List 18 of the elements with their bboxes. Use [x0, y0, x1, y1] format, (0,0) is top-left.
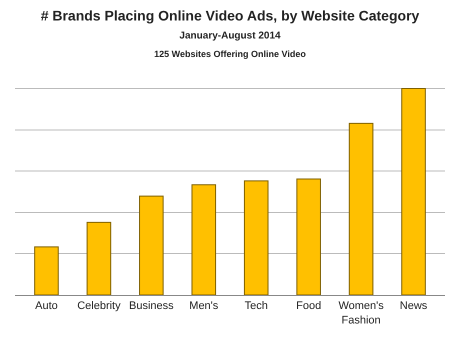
bar [34, 246, 59, 295]
x-tick-label: Auto [35, 300, 58, 312]
x-tick-label: Food [296, 300, 322, 312]
bar [296, 178, 321, 295]
x-tick-label: Tech [244, 300, 268, 312]
x-tick-label: News [400, 300, 428, 312]
chart-subtitle: January-August 2014 125 Websites Offering Online Video [154, 30, 306, 59]
bar [401, 88, 426, 295]
bar [348, 122, 374, 295]
x-tick-label: Celebrity [77, 300, 122, 312]
x-tick-label: Women's Fashion [338, 300, 384, 326]
bar [244, 180, 269, 295]
bar [139, 196, 164, 295]
x-tick-label: Men's [189, 300, 219, 312]
x-tick-label: Business [129, 300, 174, 312]
bar [191, 184, 216, 295]
chart-title: # Brands Placing Online Video Ads, by Website Category [40, 7, 420, 24]
bar [86, 222, 112, 295]
